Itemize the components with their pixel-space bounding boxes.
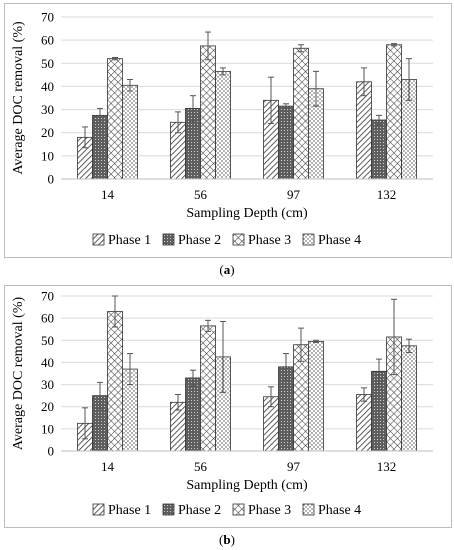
x-tick-label: 132 [377,187,397,202]
bar-phase-4 [308,340,324,452]
y-axis-title: Average DOC removal (%) [11,21,26,175]
y-tick-label: 10 [41,421,54,436]
legend-label: Phase 3 [248,233,291,248]
legend-label: Phase 2 [178,503,221,518]
chart-panel-b: 0 10 20 30 40 50 60 70 14 56 97 132 Sampling Depth (… [4,285,452,528]
bar-phase-3 [293,47,309,180]
bar-phase-2 [92,114,108,180]
x-tick-label: 97 [287,187,301,202]
x-tick-label: 14 [101,459,115,474]
caption-a-letter: a [223,262,231,277]
legend-swatch [302,503,315,516]
caption-a: (a) [219,262,235,277]
legend-swatch [92,503,105,516]
legend-swatch [162,233,175,246]
legend-label: Phase 1 [108,233,151,248]
legend-swatch [92,233,105,246]
bar-phase-2 [371,119,387,180]
y-tick-label: 0 [48,172,55,187]
y-axis-title: Average DOC removal (%) [11,297,26,451]
legend-swatch [232,233,245,246]
bar-phase-3 [386,44,402,180]
y-tick-label: 70 [41,289,54,304]
y-tick-label: 50 [41,56,54,71]
bar-phase-4 [401,345,417,452]
y-tick-label: 10 [41,148,54,163]
x-tick-label: 56 [194,459,208,474]
x-tick-label: 97 [287,459,301,474]
legend-swatch [162,503,175,516]
legend-swatch [232,503,245,516]
y-tick-label: 40 [41,79,54,94]
y-tick-label: 60 [41,33,54,48]
bar-phase-4 [215,70,231,180]
y-tick-label: 50 [41,333,54,348]
y-tick-label: 20 [41,399,54,414]
y-tick-label: 40 [41,355,54,370]
x-axis-title: Sampling Depth (cm) [186,206,308,221]
legend-label: Phase 4 [318,503,361,518]
chart-panel-a: 0 10 20 30 40 50 60 70 14 56 97 132 Sampling Depth (… [4,3,452,258]
legend-label: Phase 4 [318,233,361,248]
legend-label: Phase 2 [178,233,221,248]
x-tick-label: 132 [377,459,397,474]
bar-phase-2 [278,105,294,180]
legend-swatch [302,233,315,246]
x-axis-title: Sampling Depth (cm) [186,478,308,493]
y-tick-label: 20 [41,125,54,140]
y-tick-label: 30 [41,102,54,117]
bar-phase-3 [200,45,216,180]
bar-phase-2 [185,377,201,452]
x-tick-label: 56 [194,187,208,202]
legend-label: Phase 3 [248,503,291,518]
bar-phase-1 [356,81,372,180]
chart-b-svg: 0 10 20 30 40 50 60 70 14 56 97 132 Sampling Depth (… [11,289,433,518]
bar-phase-3 [200,325,216,452]
y-tick-label: 30 [41,377,54,392]
x-tick-label: 14 [101,187,115,202]
caption-b-letter: b [223,532,231,547]
y-tick-label: 0 [48,444,55,459]
legend-label: Phase 1 [108,503,151,518]
y-tick-label: 70 [41,10,54,25]
bar-phase-3 [107,58,123,180]
bar-phase-3 [107,311,123,452]
caption-b: (b) [219,532,235,547]
chart-a-svg: 0 10 20 30 40 50 60 70 14 56 97 132 Sampling Depth (… [11,10,433,248]
bar-phase-4 [122,84,138,180]
y-tick-label: 60 [41,311,54,326]
bar-phase-1 [356,394,372,452]
